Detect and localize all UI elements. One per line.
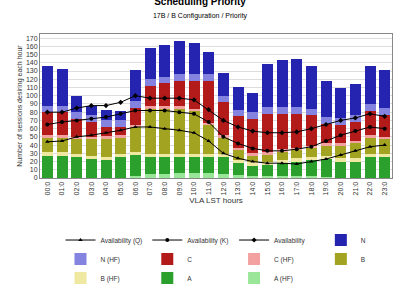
svg-text:40: 40: [30, 142, 38, 149]
svg-text:19:0: 19:0: [322, 182, 329, 196]
svg-text:21:0: 21:0: [352, 182, 359, 196]
svg-text:17:0: 17:0: [293, 182, 300, 196]
svg-text:B (HF): B (HF): [101, 275, 120, 283]
svg-text:06:0: 06:0: [132, 182, 139, 196]
svg-text:80: 80: [30, 109, 38, 116]
svg-text:140: 140: [26, 59, 38, 66]
svg-text:Availability: Availability: [274, 237, 305, 245]
svg-text:09:0: 09:0: [176, 182, 183, 196]
svg-text:Availability (Q): Availability (Q): [101, 237, 143, 245]
svg-text:11:0: 11:0: [205, 182, 212, 195]
svg-text:A (HF): A (HF): [274, 275, 293, 283]
svg-text:100: 100: [26, 92, 38, 99]
svg-text:07:0: 07:0: [146, 182, 153, 196]
svg-text:04:0: 04:0: [102, 182, 109, 196]
svg-text:130: 130: [26, 67, 38, 74]
svg-text:15:0: 15:0: [264, 182, 271, 196]
svg-text:N: N: [361, 237, 366, 244]
svg-text:160: 160: [26, 43, 38, 50]
svg-text:Number of sessions desiring ea: Number of sessions desiring each hour: [16, 45, 24, 167]
svg-text:B: B: [361, 256, 365, 263]
svg-text:150: 150: [26, 51, 38, 58]
svg-text:18:0: 18:0: [308, 182, 315, 196]
svg-text:16:0: 16:0: [278, 182, 285, 196]
svg-text:03:0: 03:0: [88, 182, 95, 196]
svg-text:A: A: [187, 275, 192, 282]
svg-text:00:0: 00:0: [44, 182, 51, 196]
svg-text:23:0: 23:0: [381, 182, 388, 196]
svg-text:N (HF): N (HF): [101, 256, 121, 264]
svg-text:Scheduling Priority17B / B Con: Scheduling Priority17B / B Configuration…: [153, 0, 248, 20]
svg-text:C: C: [187, 256, 192, 263]
svg-text:01:0: 01:0: [58, 182, 65, 196]
svg-text:12:0: 12:0: [220, 182, 227, 196]
svg-text:70: 70: [30, 117, 38, 124]
svg-text:60: 60: [30, 125, 38, 132]
svg-text:05:0: 05:0: [117, 182, 124, 196]
svg-text:C (HF): C (HF): [274, 256, 294, 264]
svg-text:110: 110: [26, 84, 37, 91]
svg-text:20: 20: [30, 158, 38, 165]
svg-text:Availability (K): Availability (K): [187, 237, 228, 245]
svg-text:0: 0: [34, 174, 38, 181]
svg-text:VLA LST hours: VLA LST hours: [189, 196, 243, 205]
svg-text:10:0: 10:0: [190, 182, 197, 196]
svg-text:20:0: 20:0: [337, 182, 344, 196]
svg-text:02:0: 02:0: [73, 182, 80, 196]
svg-text:10: 10: [30, 166, 38, 173]
svg-text:170: 170: [26, 35, 38, 42]
svg-text:50: 50: [30, 133, 38, 140]
svg-text:120: 120: [26, 76, 38, 83]
svg-text:13:0: 13:0: [234, 182, 241, 196]
svg-text:14:0: 14:0: [249, 182, 256, 196]
svg-text:90: 90: [30, 100, 38, 107]
svg-text:30: 30: [30, 150, 38, 157]
svg-text:08:0: 08:0: [161, 182, 168, 196]
svg-text:22:0: 22:0: [366, 182, 373, 196]
